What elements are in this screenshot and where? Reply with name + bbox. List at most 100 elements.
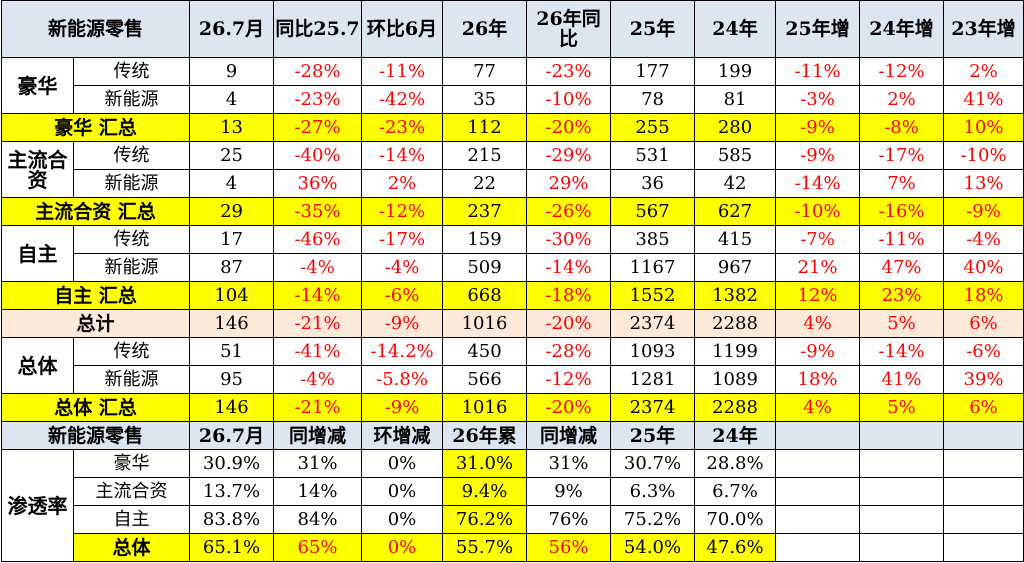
total-cell: -26% [526, 197, 612, 226]
row-label: 豪华 [72, 449, 191, 478]
value-cell: 21% [775, 253, 861, 282]
value-cell: 65% [273, 533, 363, 562]
value-cell: 39% [943, 365, 1024, 394]
total-cell: 18% [943, 281, 1024, 310]
header-cell: 24年增 [859, 0, 945, 58]
table-row: 新能源 95 -4% -5.8% 566 -12% 1281 1089 18% 41% 39% [2, 365, 1024, 394]
total-cell: 5% [859, 393, 945, 422]
value-cell: 531 [610, 141, 696, 170]
total-cell: -18% [526, 281, 612, 310]
total-cell: -27% [273, 113, 363, 142]
empty-cell [943, 477, 1024, 506]
value-cell: -11% [775, 57, 861, 86]
header-cell: 23年增 [943, 0, 1024, 58]
value-cell: 1089 [694, 365, 777, 394]
value-cell: 25 [189, 141, 275, 170]
total-cell: 112 [442, 113, 528, 142]
value-cell: 566 [442, 365, 528, 394]
value-cell: 159 [442, 225, 528, 254]
total-cell: -9% [361, 393, 444, 422]
header-cell: 25年增 [775, 0, 861, 58]
total-cell: 2374 [610, 309, 696, 338]
value-cell: 18% [775, 365, 861, 394]
value-cell: 47.6% [694, 533, 777, 562]
total-cell: 1016 [442, 309, 528, 338]
value-cell: -14.2% [361, 337, 444, 366]
header-cell: 26年同比 [526, 0, 612, 58]
value-cell: 83.8% [189, 505, 275, 534]
total-cell: 237 [442, 197, 528, 226]
empty-cell [775, 421, 861, 450]
total-cell: 2288 [694, 393, 777, 422]
value-cell: 215 [442, 141, 528, 170]
value-cell: -3% [775, 85, 861, 114]
empty-cell [775, 449, 861, 478]
value-cell: -9% [775, 141, 861, 170]
table-row: 主流合资 汇总 29 -35% -12% 237 -26% 567 627 -10% -16% -9… [0, 197, 1024, 226]
total-cell: 4% [775, 393, 861, 422]
value-cell: -14% [526, 253, 612, 282]
total-cell: -14% [273, 281, 363, 310]
value-cell: 76.2% [442, 505, 528, 534]
value-cell: 84% [273, 505, 363, 534]
empty-cell [943, 533, 1024, 562]
value-cell: 6.3% [610, 477, 696, 506]
header-cell: 26年 [442, 0, 528, 58]
value-cell: 4 [189, 85, 275, 114]
value-cell: 13% [943, 169, 1024, 198]
value-cell: 65.1% [189, 533, 275, 562]
row-label: 传统 [72, 225, 191, 254]
empty-cell [859, 505, 945, 534]
total-cell: 668 [442, 281, 528, 310]
header-cell: 26.7月 [189, 0, 275, 58]
total-label: 豪华 汇总 [0, 113, 191, 142]
total-cell: 6% [943, 393, 1024, 422]
total-cell: 23% [859, 281, 945, 310]
header-cell: 同增减 [273, 421, 363, 450]
value-cell: 13.7% [189, 477, 275, 506]
group-label: 总体 [1, 337, 74, 394]
value-cell: -30% [526, 225, 612, 254]
header-cell: 同比25.7 [273, 0, 363, 58]
table-row: 主流合资 13.7% 14% 0% 9.4% 9% 6.3% 6.7% [2, 477, 1024, 506]
value-cell: 75.2% [610, 505, 696, 534]
value-cell: 31.0% [442, 449, 528, 478]
value-cell: 1167 [610, 253, 696, 282]
value-cell: -9% [775, 337, 861, 366]
total-cell: -35% [273, 197, 363, 226]
value-cell: 41% [943, 85, 1024, 114]
table-row: 新能源零售 26.7月 同增减 环增减 26年累 同增减 25年 24年 [0, 421, 1024, 450]
value-cell: -14% [775, 169, 861, 198]
value-cell: 0% [361, 477, 444, 506]
table-row: 新能源 87 -4% -4% 509 -14% 1167 967 21% 47% 40% [2, 253, 1024, 282]
table-row: 自主 传统 17 -46% -17% 159 -30% 385 415 -7% -11% -4% [1, 225, 1024, 282]
table-row: 豪华 传统 9 -28% -11% 77 -23% 177 199 -11% -12% 2% [1, 57, 1024, 114]
header-cell: 25年 [610, 0, 696, 58]
value-cell: 42 [694, 169, 777, 198]
total-label: 总计 [0, 309, 191, 338]
value-cell: 41% [859, 365, 945, 394]
header-cell: 25年 [610, 421, 696, 450]
table-row: 总计 146 -21% -9% 1016 -20% 2374 2288 4% 5% 6% [0, 309, 1024, 338]
value-cell: -7% [775, 225, 861, 254]
value-cell: -23% [273, 85, 363, 114]
total-cell: -16% [859, 197, 945, 226]
value-cell: -5.8% [361, 365, 444, 394]
total-label: 自主 汇总 [0, 281, 191, 310]
value-cell: 2% [859, 85, 945, 114]
value-cell: 22 [442, 169, 528, 198]
value-cell: 14% [273, 477, 363, 506]
value-cell: -28% [526, 337, 612, 366]
table-row: 新能源 4 -23% -42% 35 -10% 78 81 -3% 2% 41% [2, 85, 1024, 114]
table-row: 新能源 4 36% 2% 22 29% 36 42 -14% 7% 13% [2, 169, 1024, 198]
value-cell: -17% [361, 225, 444, 254]
value-cell: 9 [189, 57, 275, 86]
group-label: 主流合资 [1, 141, 74, 198]
value-cell: -41% [273, 337, 363, 366]
value-cell: 2% [361, 169, 444, 198]
value-cell: 40% [943, 253, 1024, 282]
empty-cell [943, 505, 1024, 534]
group-label: 自主 [1, 225, 74, 282]
